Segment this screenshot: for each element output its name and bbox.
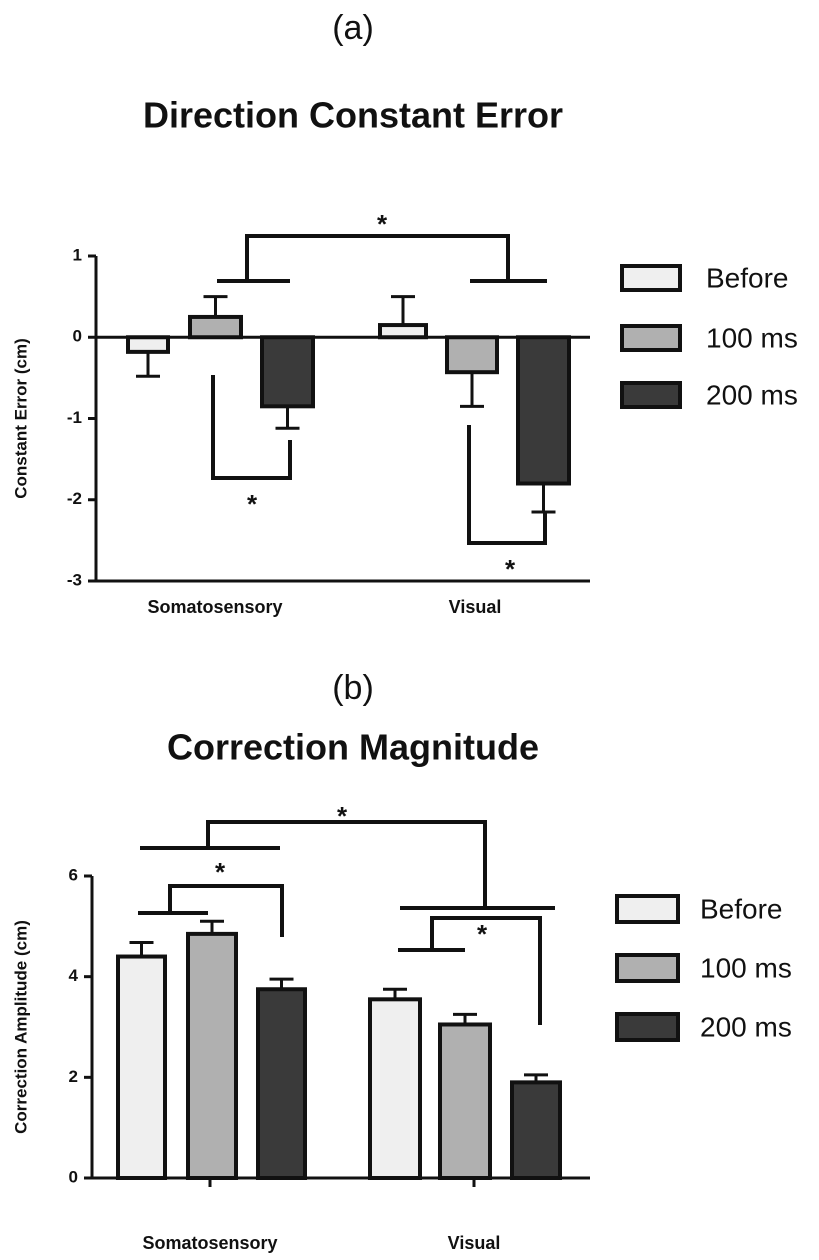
bar	[116, 954, 167, 1180]
significance-star: *	[337, 801, 348, 831]
chart-title: Direction Constant Error	[143, 95, 563, 136]
bar	[126, 335, 170, 354]
bracket	[211, 375, 292, 480]
y-tick-label: 2	[69, 1067, 78, 1086]
bracket	[168, 884, 284, 937]
y-tick-label: 0	[73, 327, 82, 346]
bar	[445, 335, 499, 375]
bar	[510, 1080, 562, 1181]
legend-swatch	[615, 894, 680, 924]
y-tick-label: -1	[67, 408, 82, 427]
legend-label: 100 ms	[706, 322, 798, 353]
legend-swatch	[615, 1012, 680, 1042]
y-tick-label: 0	[69, 1167, 78, 1186]
bar	[378, 323, 428, 340]
y-tick-label: 4	[69, 966, 79, 985]
chart-title: Correction Magnitude	[167, 727, 539, 768]
legend-swatch	[620, 264, 682, 292]
bar	[188, 314, 243, 340]
x-tick-label: Visual	[448, 1233, 501, 1253]
panel-label: (b)	[332, 669, 374, 707]
x-tick-label: Somatosensory	[147, 597, 282, 617]
brackets-b	[138, 820, 555, 1025]
bracket	[245, 234, 510, 281]
legend-swatch	[615, 953, 680, 983]
y-axis-label: Constant Error (cm)	[11, 338, 30, 499]
y-tick-label: 1	[73, 245, 82, 264]
x-tick-label: Somatosensory	[142, 1233, 277, 1253]
bracket	[206, 820, 487, 908]
bracket	[467, 425, 547, 545]
bar	[256, 987, 307, 1180]
legend-swatch	[620, 381, 682, 409]
significance-star: *	[247, 489, 258, 519]
bar	[368, 997, 422, 1180]
y-axis-label: Correction Amplitude (cm)	[11, 920, 30, 1134]
significance-star: *	[505, 554, 516, 584]
y-tick-label: 6	[69, 865, 78, 884]
legend-label: 200 ms	[700, 1011, 792, 1042]
legend-swatch	[620, 324, 682, 352]
x-tick-label: Visual	[449, 597, 502, 617]
bar	[260, 335, 315, 409]
y-tick-label: -2	[67, 489, 82, 508]
significance-star: *	[215, 857, 226, 887]
significance-star: *	[477, 919, 488, 949]
legend-label: Before	[700, 893, 783, 924]
legend-label: 100 ms	[700, 952, 792, 983]
panel-label: (a)	[332, 9, 374, 47]
y-tick-label: -3	[67, 570, 82, 589]
legend-label: Before	[706, 262, 789, 293]
bar	[186, 931, 238, 1181]
bracket	[430, 916, 542, 1025]
legend-label: 200 ms	[706, 379, 798, 410]
significance-star: *	[377, 209, 388, 239]
brackets-a	[211, 234, 547, 545]
bar	[438, 1022, 492, 1180]
bar	[516, 335, 571, 486]
